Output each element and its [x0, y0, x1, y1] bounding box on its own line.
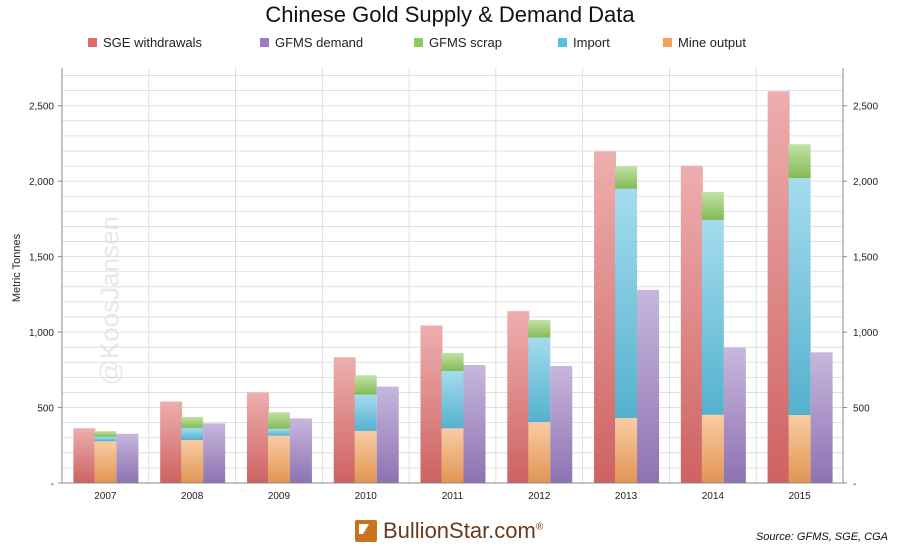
y-axis-label: Metric Tonnes [11, 233, 23, 303]
bar-mine-output-2015 [788, 415, 811, 483]
x-tick-label: 2010 [355, 491, 378, 502]
bars-layer [73, 91, 833, 484]
bar-sge-withdrawals-2013 [594, 151, 617, 483]
bar-gfms-demand-2015 [810, 352, 833, 483]
bar-gfms-scrap-2010 [354, 375, 377, 395]
legend-label-gfms-scrap: GFMS scrap [429, 35, 502, 50]
legend-label-gfms-demand: GFMS demand [275, 35, 364, 50]
x-tick-label: 2009 [268, 491, 291, 502]
bar-sge-withdrawals-2015 [767, 91, 790, 484]
bar-sge-withdrawals-2008 [160, 401, 183, 483]
legend-label-mine-output: Mine output [678, 35, 746, 50]
bar-gfms-demand-2010 [376, 386, 399, 483]
legend-label-sge-withdrawals: SGE withdrawals [103, 35, 202, 50]
y-tick-label-right: 2,000 [853, 177, 878, 188]
bar-gfms-scrap-2012 [528, 320, 551, 338]
logo-registered-mark: ® [535, 521, 544, 533]
bar-sge-withdrawals-2012 [507, 311, 530, 483]
logo-text: BullionStar.com® [383, 518, 543, 544]
y-tick-label-left: 2,500 [29, 102, 54, 113]
bar-import-2010 [354, 394, 377, 431]
chart-title: Chinese Gold Supply & Demand Data [265, 2, 635, 27]
bar-gfms-demand-2007 [116, 433, 139, 483]
bar-gfms-scrap-2009 [267, 412, 290, 429]
legend-swatch-sge-withdrawals [88, 38, 97, 47]
legend-label-import: Import [573, 35, 610, 50]
x-tick-label: 2015 [788, 491, 811, 502]
bar-gfms-demand-2011 [463, 364, 486, 483]
y-tick-label-left: 500 [37, 404, 54, 415]
legend-item-gfms-scrap: GFMS scrap [414, 35, 502, 50]
bar-import-2009 [267, 428, 290, 436]
legend-swatch-gfms-demand [260, 38, 269, 47]
legend-item-sge-withdrawals: SGE withdrawals [88, 35, 202, 50]
bar-mine-output-2011 [441, 428, 464, 483]
y-tick-label-left: 1,500 [29, 253, 54, 264]
bar-gfms-demand-2014 [723, 347, 746, 483]
bar-sge-withdrawals-2009 [246, 392, 269, 483]
bar-mine-output-2012 [528, 422, 551, 483]
bar-sge-withdrawals-2010 [333, 357, 356, 483]
bar-sge-withdrawals-2007 [73, 428, 96, 483]
y-tick-label-right: - [853, 479, 856, 490]
bar-gfms-scrap-2015 [788, 144, 811, 179]
y-tick-label-left: 2,000 [29, 177, 54, 188]
bar-import-2011 [441, 371, 464, 429]
bar-gfms-scrap-2008 [181, 416, 204, 428]
legend-swatch-gfms-scrap [414, 38, 423, 47]
x-tick-label: 2008 [181, 491, 204, 502]
y-tick-label-right: 1,500 [853, 253, 878, 264]
bar-gfms-scrap-2014 [701, 191, 724, 221]
bar-gfms-demand-2009 [289, 418, 312, 483]
y-tick-label-right: 500 [853, 404, 870, 415]
y-tick-label-right: 2,500 [853, 102, 878, 113]
x-tick-label: 2014 [702, 491, 725, 502]
axes-layer: - - 500 500 1,000 1,000 1,500 1,500 2,000 2,000 2,… [29, 68, 878, 502]
bar-gfms-scrap-2011 [441, 352, 464, 372]
bar-gfms-demand-2012 [550, 365, 573, 483]
legend-swatch-mine-output [663, 38, 672, 47]
bullionstar-logo-icon [355, 520, 377, 542]
bar-import-2013 [615, 188, 638, 419]
source-note: Source: GFMS, SGE, CGA [755, 531, 888, 543]
legend-item-import: Import [558, 35, 610, 50]
bar-import-2008 [181, 427, 204, 440]
bar-gfms-scrap-2013 [615, 166, 638, 189]
legend-item-mine-output: Mine output [663, 35, 746, 50]
x-tick-label: 2007 [94, 491, 117, 502]
legend-swatch-import [558, 38, 567, 47]
bar-mine-output-2010 [354, 430, 377, 483]
x-tick-label: 2013 [615, 491, 638, 502]
bar-import-2015 [788, 178, 811, 416]
bar-import-2007 [94, 436, 117, 442]
x-tick-label: 2012 [528, 491, 551, 502]
bar-gfms-scrap-2007 [94, 431, 117, 437]
bar-mine-output-2008 [181, 439, 204, 483]
bar-sge-withdrawals-2011 [420, 325, 443, 483]
bar-mine-output-2007 [94, 441, 117, 483]
bar-import-2012 [528, 337, 551, 423]
y-tick-label-left: - [51, 479, 54, 490]
bar-import-2014 [701, 220, 724, 415]
bar-mine-output-2014 [701, 414, 724, 483]
bar-mine-output-2009 [267, 435, 290, 483]
bar-mine-output-2013 [615, 418, 638, 483]
y-tick-label-left: 1,000 [29, 328, 54, 339]
bar-gfms-demand-2008 [203, 423, 226, 483]
logo-name: BullionStar.com [383, 518, 536, 543]
bar-gfms-demand-2013 [637, 289, 660, 483]
legend-item-gfms-demand: GFMS demand [260, 35, 363, 50]
bar-sge-withdrawals-2014 [680, 165, 703, 483]
x-tick-label: 2011 [442, 491, 464, 502]
y-tick-label-right: 1,000 [853, 328, 878, 339]
